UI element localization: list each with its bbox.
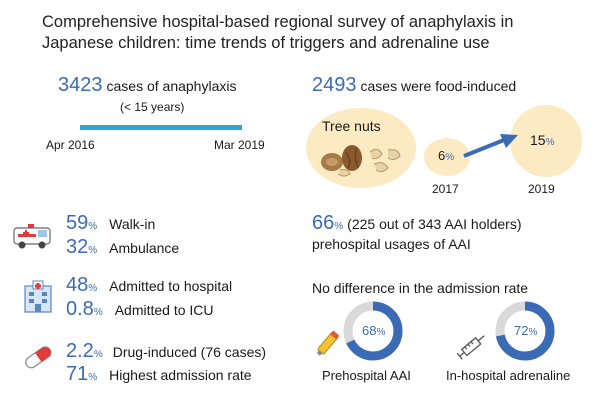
- drug-row: 2.2 % Drug-induced (76 cases): [66, 340, 267, 362]
- cases-heading: 3423 cases of anaphylaxis: [58, 74, 236, 97]
- timeline-end: Mar 2019: [214, 138, 265, 152]
- walkin-row: 59 % Walk-in: [66, 212, 156, 234]
- ambulance-label: Ambulance: [109, 240, 180, 256]
- icu-row: 0.8 % Admitted to ICU: [66, 298, 214, 320]
- increase-arrow-icon: [463, 134, 518, 158]
- highest-label: Highest admission rate: [109, 367, 252, 383]
- inhospital-label: In-hospital adrenaline: [446, 368, 571, 383]
- walkin-label: Walk-in: [109, 216, 156, 232]
- icu-label: Admitted to ICU: [114, 302, 214, 318]
- food-text: cases were food-induced: [360, 78, 517, 94]
- ambulance-row: 32 % Ambulance: [66, 236, 180, 258]
- hospital-icon: [24, 280, 52, 313]
- hospital-value: 48: [66, 274, 89, 296]
- aai-text: (225 out of 343 AAI holders): [347, 216, 522, 232]
- prehospital-donut-arc: [343, 301, 403, 361]
- drug-label: Drug-induced (76 cases): [112, 344, 267, 360]
- tree-nuts-circle: [306, 108, 416, 188]
- cases-subtext: (< 15 years): [120, 100, 185, 114]
- aai-row: 66 % (225 out of 343 AAI holders): [312, 212, 522, 234]
- hospital-row: 48 % Admitted to hospital: [66, 274, 233, 296]
- drug-value: 2.2: [66, 340, 94, 362]
- walkin-value: 59: [66, 212, 89, 234]
- no-difference-label: No difference in the admission rate: [312, 280, 529, 296]
- circle-2019: [510, 105, 582, 177]
- aai-value: 66: [312, 212, 335, 234]
- prehospital-donut: [343, 301, 403, 361]
- highest-row: 71 % Highest admission rate: [66, 363, 252, 385]
- circle-2017: [424, 138, 470, 176]
- hospital-label: Admitted to hospital: [109, 278, 233, 294]
- inhospital-donut: [495, 301, 555, 361]
- prehospital-value: 68 %: [362, 323, 386, 338]
- syringe-icon: [456, 335, 485, 360]
- food-number: 2493: [312, 74, 357, 96]
- value-2017: 6 %: [438, 148, 455, 163]
- inhospital-donut-arc: [495, 301, 555, 361]
- food-heading: 2493 cases were food-induced: [312, 74, 516, 97]
- value-2019: 15 %: [530, 132, 555, 148]
- icu-value: 0.8: [66, 298, 94, 320]
- aai-line2: prehospital usages of AAI: [312, 236, 471, 252]
- nuts-icon: [321, 145, 401, 177]
- auto-injector-icon: [316, 330, 340, 356]
- tree-nuts-label: Tree nuts: [322, 118, 381, 134]
- timeline-start: Apr 2016: [46, 138, 95, 152]
- ambulance-icon: [13, 224, 51, 249]
- pill-icon: [25, 346, 52, 369]
- ambulance-value: 32: [66, 236, 89, 258]
- page-title: Comprehensive hospital-based regional su…: [42, 13, 514, 52]
- prehospital-label: Prehospital AAI: [322, 368, 411, 383]
- cases-text: cases of anaphylaxis: [106, 78, 237, 94]
- timeline-bar: [80, 125, 242, 130]
- year-2019: 2019: [528, 182, 555, 196]
- highest-value: 71: [66, 363, 89, 385]
- cases-number: 3423: [58, 74, 103, 96]
- year-2017: 2017: [432, 182, 459, 196]
- inhospital-value: 72 %: [514, 323, 538, 338]
